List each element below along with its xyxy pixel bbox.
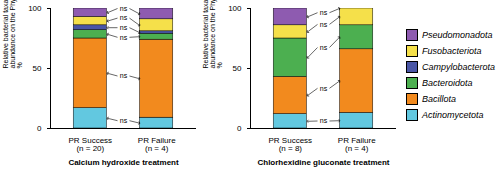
svg-text:Relative bacterial taxaabundan: Relative bacterial taxaabundance on the … xyxy=(2,0,23,69)
svg-text:100: 100 xyxy=(28,4,42,13)
svg-text:PR Failure(n = 4): PR Failure(n = 4) xyxy=(138,136,176,153)
svg-text:ns: ns xyxy=(120,34,128,41)
svg-text:0: 0 xyxy=(237,124,242,133)
html-text:Bacteroidota: Bacteroidota xyxy=(422,78,473,88)
svg-text:ns: ns xyxy=(120,14,128,21)
svg-text:0: 0 xyxy=(37,124,42,133)
html-text:Pseudomonadota: Pseudomonadota xyxy=(422,30,493,40)
svg-text:ns: ns xyxy=(320,85,328,92)
svg-text:ns: ns xyxy=(320,44,328,51)
svg-text:PR Success(n = 8): PR Success(n = 8) xyxy=(269,136,313,153)
svg-text:100: 100 xyxy=(228,4,242,13)
svg-text:ns: ns xyxy=(320,9,328,16)
svg-text:50: 50 xyxy=(33,64,42,73)
svg-text:Calcium hydroxide treatment: Calcium hydroxide treatment xyxy=(68,158,179,167)
svg-text:ns: ns xyxy=(120,24,128,31)
svg-text:Relative bacterial taxaabundan: Relative bacterial taxaabundance on the … xyxy=(202,0,223,69)
svg-text:PR Success(n = 20): PR Success(n = 20) xyxy=(69,136,113,153)
html-text:Actinomycetota: Actinomycetota xyxy=(422,110,484,120)
svg-text:ns: ns xyxy=(120,5,128,12)
html-text:Fusobacteriota: Fusobacteriota xyxy=(422,46,482,56)
html-text:Campylobacterota: Campylobacterota xyxy=(422,62,495,72)
svg-text:Chlorhexidine gluconate treatm: Chlorhexidine gluconate treatment xyxy=(257,158,389,167)
html-text:Bacillota: Bacillota xyxy=(422,94,456,104)
svg-text:ns: ns xyxy=(120,72,128,79)
svg-text:ns: ns xyxy=(320,117,328,124)
svg-text:ns: ns xyxy=(120,117,128,124)
svg-text:PR Failure(n = 4): PR Failure(n = 4) xyxy=(338,136,376,153)
svg-text:ns: ns xyxy=(320,21,328,28)
svg-text:50: 50 xyxy=(233,64,242,73)
